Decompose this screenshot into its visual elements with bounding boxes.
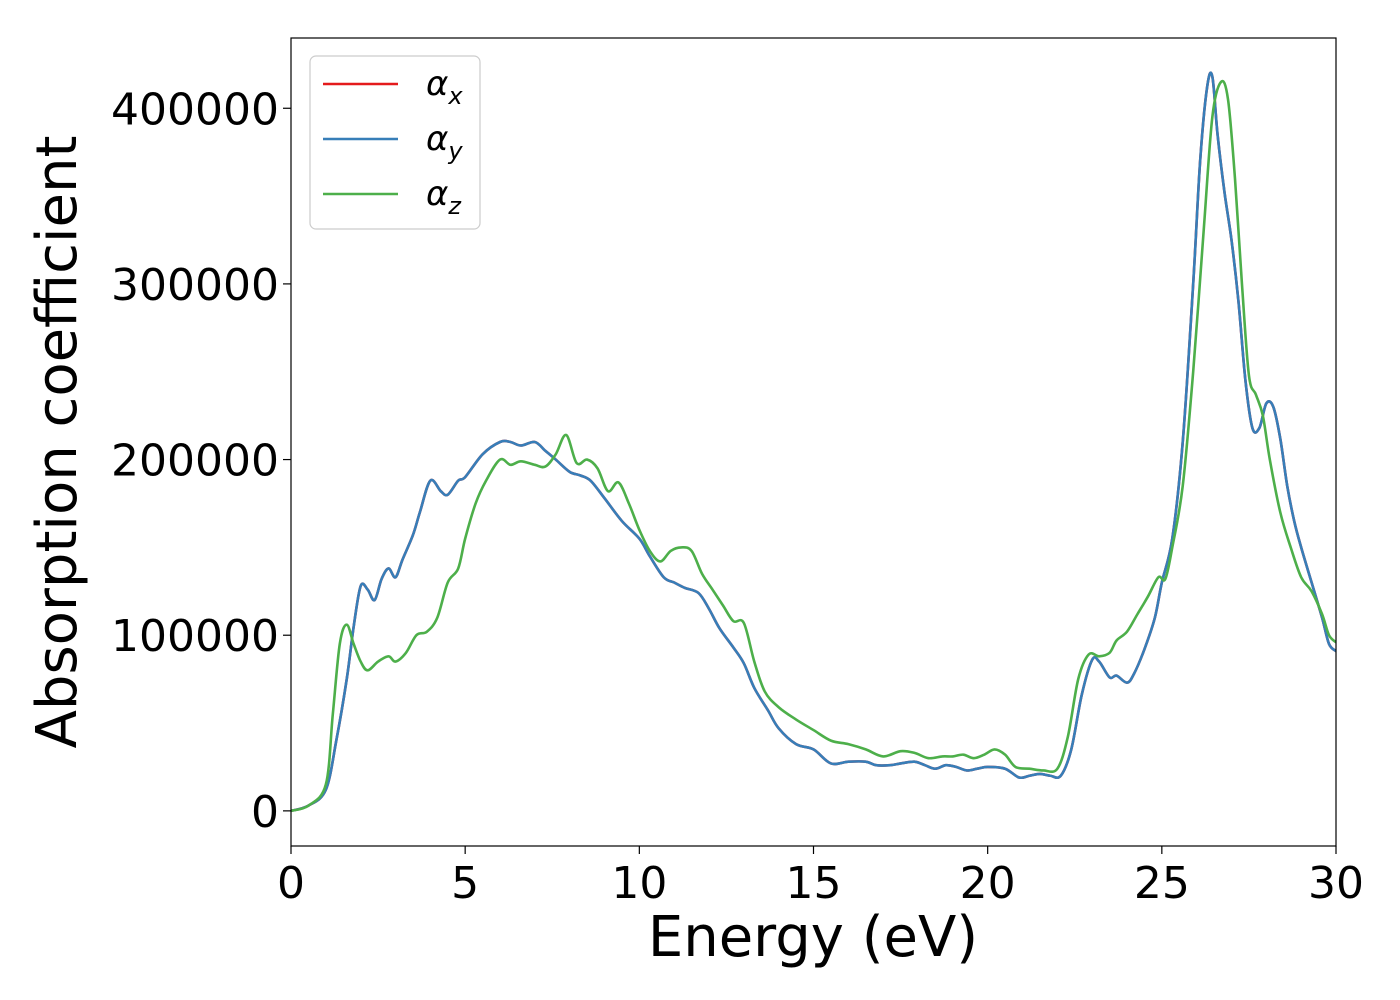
series-layer bbox=[291, 71, 1336, 813]
legend: αx αy αz bbox=[309, 55, 481, 230]
legend-label-x: αx bbox=[426, 64, 463, 110]
legend-label-z: αz bbox=[426, 174, 462, 220]
y-tick-label: 0 bbox=[251, 787, 279, 838]
x-axis: 0 5 10 15 20 25 30 bbox=[277, 846, 1364, 909]
x-tick-label: 15 bbox=[786, 858, 842, 909]
y-tick-label: 100000 bbox=[111, 611, 279, 662]
series-line-α-y bbox=[291, 71, 1336, 813]
x-tick-label: 30 bbox=[1308, 858, 1364, 909]
x-tick-label: 0 bbox=[277, 858, 305, 909]
y-tick-label: 200000 bbox=[111, 436, 279, 487]
x-tick-label: 20 bbox=[960, 858, 1016, 909]
y-axis-label: Absorption coefficient bbox=[25, 136, 90, 749]
legend-entries: αx αy αz bbox=[323, 64, 463, 220]
x-tick-label: 10 bbox=[611, 858, 667, 909]
y-tick-label: 400000 bbox=[111, 84, 279, 135]
legend-box bbox=[309, 55, 481, 230]
series-line-α-z bbox=[291, 79, 1336, 813]
x-tick-label: 5 bbox=[451, 858, 479, 909]
legend-label-y: αy bbox=[426, 119, 463, 165]
y-axis: 0 100000 200000 300000 400000 bbox=[111, 84, 291, 838]
x-tick-label: 25 bbox=[1134, 858, 1190, 909]
x-axis-label: Energy (eV) bbox=[648, 905, 978, 970]
y-tick-label: 300000 bbox=[111, 260, 279, 311]
